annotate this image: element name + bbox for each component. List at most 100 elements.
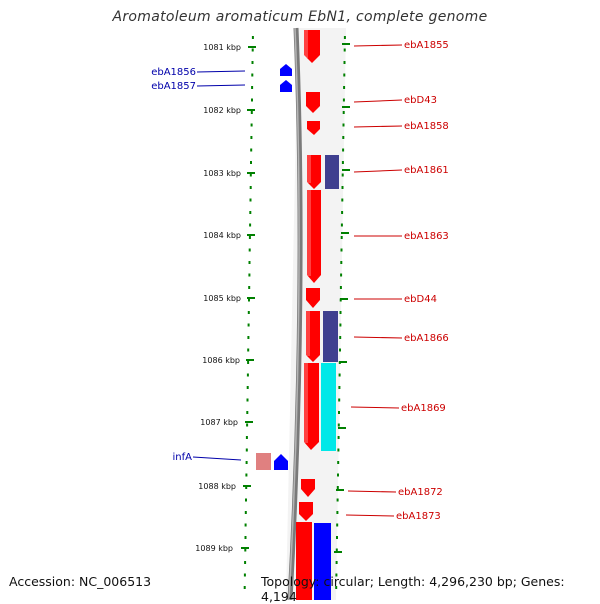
scale-dot	[251, 98, 253, 102]
scale-dot	[250, 136, 253, 139]
scale-dot	[243, 586, 246, 589]
gc-block-dark-2	[323, 311, 338, 362]
scale-dot	[337, 448, 340, 452]
scale-dot	[249, 186, 252, 189]
scale-label: 1084 kbp	[203, 231, 241, 240]
scale-dots	[243, 36, 346, 589]
gene-arrow-ebA1856[interactable]	[280, 64, 292, 76]
scale-dot	[247, 336, 250, 339]
map-title: Aromatoleum aromaticum EbN1, complete ge…	[112, 9, 488, 25]
scale-dot	[245, 498, 247, 502]
accession-label: Accession: NC_006513	[9, 574, 152, 589]
gene-arrow-ebA1863[interactable]	[307, 190, 321, 283]
gene-label-ebA1869[interactable]: ebA1869	[401, 403, 446, 414]
genome-backbone	[287, 27, 303, 600]
gene-block-red-bottom[interactable]	[296, 522, 312, 600]
scale-dot	[247, 348, 250, 352]
gene-arrow-ebA1857[interactable]	[280, 80, 292, 92]
gene-arrow-ebD43[interactable]	[306, 92, 320, 113]
scale-dot	[336, 486, 339, 489]
scale-dot	[251, 48, 254, 52]
scale-dot	[339, 336, 342, 339]
gene-label-ebD44[interactable]: ebD44	[404, 294, 437, 305]
scale-tick: 1082 kbp	[203, 106, 255, 115]
scale-dot	[342, 123, 345, 127]
scale-dot	[337, 436, 340, 439]
scale-dot	[250, 148, 253, 152]
scale-dot	[246, 411, 249, 414]
scale-dot	[343, 86, 346, 89]
gene-arrow-infA[interactable]	[274, 454, 288, 470]
scale-dot	[247, 361, 250, 364]
scale-dot	[246, 373, 249, 377]
label-leaders-forward	[192, 70, 246, 461]
scale-dot	[341, 173, 344, 177]
gene-arrow-ebA1855[interactable]	[304, 30, 320, 63]
scale-dot	[250, 161, 252, 164]
gene-label-ebA1866[interactable]: ebA1866	[404, 333, 449, 344]
forward-gene-block-bottom[interactable]	[314, 523, 331, 600]
scale-dot	[338, 386, 341, 389]
gene-arrow-ebD44[interactable]	[306, 288, 320, 308]
scale-dot	[250, 111, 253, 114]
gene-label-ebA1855[interactable]: ebA1855	[404, 40, 449, 51]
scale-dot	[337, 423, 340, 427]
scale-label: 1083 kbp	[203, 169, 241, 178]
scale-dot	[250, 123, 253, 127]
gc-block-cyan	[321, 363, 336, 451]
scale-dot	[336, 523, 339, 527]
gene-label-ebA1858[interactable]: ebA1858	[404, 121, 449, 132]
gene-arrow-ebA1873[interactable]	[299, 502, 313, 521]
scale-dot	[335, 573, 338, 577]
gene-label-ebA1857[interactable]: ebA1857	[151, 81, 196, 92]
gene-label-ebA1872[interactable]: ebA1872	[398, 487, 443, 498]
scale-dot	[251, 61, 254, 64]
scale-dot	[245, 436, 248, 439]
gene-arrow-ebA1861[interactable]	[307, 155, 321, 189]
scale-dot	[248, 286, 251, 289]
scale-dot	[343, 48, 346, 52]
genome-backbone-highlight	[288, 27, 300, 600]
scale-dot	[248, 236, 251, 239]
scale-label: 1087 kbp	[200, 418, 238, 427]
scale-dot	[342, 98, 345, 102]
rna-feature-block[interactable]	[256, 453, 271, 470]
gene-label-ebA1856[interactable]: ebA1856	[151, 67, 196, 78]
scale-dot	[338, 398, 341, 402]
gene-arrow-ebA1858[interactable]	[307, 121, 320, 135]
scale-dot	[245, 473, 248, 477]
gene-arrow-ebA1869[interactable]	[304, 363, 319, 450]
scale-dot	[336, 498, 339, 502]
gene-label-ebA1873[interactable]: ebA1873	[396, 511, 441, 522]
scale-dot	[340, 236, 343, 239]
scale-dot	[341, 186, 344, 189]
scale-dot	[245, 448, 248, 452]
scale-dot	[340, 223, 343, 227]
scale-dot	[342, 111, 345, 114]
scale-dot	[337, 461, 340, 464]
gene-label-ebA1861[interactable]: ebA1861	[404, 165, 449, 176]
scale-dot	[249, 173, 252, 177]
gene-label-infA[interactable]: infA	[173, 452, 193, 463]
scale-dot	[246, 386, 249, 389]
scale-tick: 1087 kbp	[200, 418, 253, 427]
gene-label-ebD43[interactable]: ebD43	[404, 95, 437, 106]
scale-dot	[335, 561, 338, 564]
scale-tick: 1085 kbp	[203, 294, 255, 303]
label-leaders-reverse	[345, 44, 403, 517]
scale-dot	[246, 398, 249, 402]
scale-dot	[244, 511, 247, 514]
gene-arrow-ebA1872[interactable]	[301, 479, 315, 497]
scale-dot	[341, 161, 344, 164]
scale-dot	[245, 461, 248, 464]
gene-arrow-ebA1866[interactable]	[306, 311, 320, 362]
scale-tick: 1086 kbp	[202, 356, 254, 365]
scale-dot	[244, 561, 247, 564]
scale-dot	[343, 61, 346, 64]
scale-dot	[335, 548, 338, 552]
scale-dot	[249, 223, 252, 227]
scale-dot	[248, 273, 251, 277]
gene-label-ebA1863[interactable]: ebA1863	[404, 231, 449, 242]
scale-tick: 1089 kbp	[195, 544, 249, 553]
